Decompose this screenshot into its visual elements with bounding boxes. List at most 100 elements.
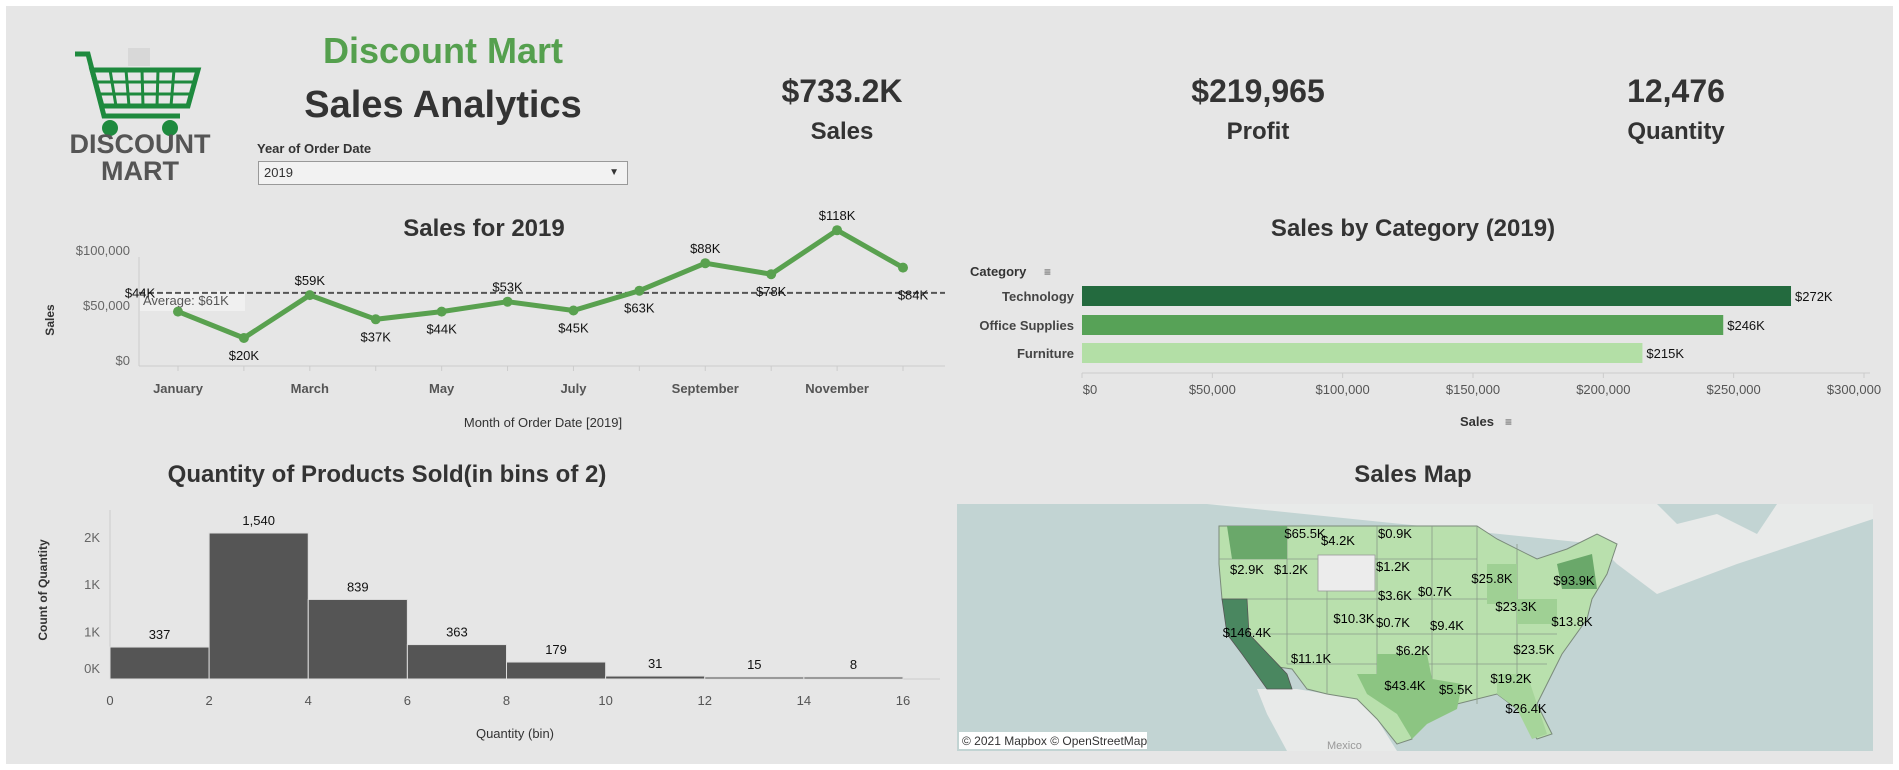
- category-bar-chart[interactable]: Category ≡ Technology $272K Office Supplie…: [970, 264, 1881, 429]
- histogram-data-label: 15: [747, 657, 761, 672]
- x-tick-label: 12: [698, 693, 712, 708]
- state-sales-label: $5.5K: [1439, 682, 1473, 697]
- sales-line-chart[interactable]: Sales Month of Order Date [2019] $0 $50,0…: [43, 208, 945, 430]
- histogram-data-label: 839: [347, 579, 369, 594]
- y-tick-label: $0: [116, 353, 130, 368]
- y-tick-label: $50,000: [83, 298, 130, 313]
- state-sales-label: $93.9K: [1553, 573, 1595, 588]
- state-florida[interactable]: [1497, 674, 1547, 739]
- line-data-label: $88K: [690, 241, 721, 256]
- category-label: Office Supplies: [979, 318, 1074, 333]
- line-data-label: $45K: [558, 321, 589, 336]
- sales-map[interactable]: Mexico $65.5K$4.2K $0.9K $2.9K $1.2K $1.2K $2…: [957, 504, 1873, 752]
- shopping-cart-logo-icon: [75, 48, 202, 136]
- line-chart-title: Sales for 2019: [403, 215, 565, 242]
- line-point[interactable]: [568, 305, 579, 316]
- histogram-bar[interactable]: [605, 675, 706, 680]
- bar-data-label: $246K: [1727, 318, 1765, 333]
- state-sales-label: $2.9K: [1230, 562, 1264, 577]
- line-data-label: $20K: [229, 348, 260, 363]
- state-michigan[interactable]: [1487, 564, 1517, 604]
- histogram-data-label: 31: [648, 656, 662, 671]
- x-tick-label: 8: [503, 693, 510, 708]
- category-bar[interactable]: [1082, 343, 1643, 363]
- line-data-label: $37K: [361, 329, 392, 344]
- state-sales-label: $43.4K: [1384, 678, 1426, 693]
- line-point[interactable]: [370, 314, 381, 325]
- state-sales-label: $4.2K: [1321, 533, 1355, 548]
- brand-title: Discount Mart: [322, 30, 564, 71]
- histogram-bar[interactable]: [704, 676, 805, 680]
- state-new-york[interactable]: [1557, 554, 1597, 589]
- x-tick-label: 4: [305, 693, 312, 708]
- x-tick-label: 2: [206, 693, 213, 708]
- line-point[interactable]: [634, 285, 645, 296]
- line-point[interactable]: [700, 258, 711, 269]
- state-sales-label: $65.5K: [1284, 526, 1326, 541]
- x-tick-label: 0: [106, 693, 113, 708]
- map-title: Sales Map: [1354, 461, 1472, 488]
- state-sales-label: $25.8K: [1471, 571, 1513, 586]
- category-bar[interactable]: [1082, 315, 1724, 335]
- y-tick-label: 1K: [84, 625, 100, 640]
- y-tick-label: 0K: [84, 661, 100, 676]
- histogram-y-axis-label: Count of Quantity: [36, 539, 50, 641]
- state-wyoming[interactable]: [1317, 554, 1376, 592]
- x-tick-label: January: [153, 381, 204, 396]
- histogram-bar[interactable]: [307, 598, 408, 680]
- histogram-bar[interactable]: [506, 661, 607, 680]
- category-header: Category: [970, 264, 1027, 279]
- line-point[interactable]: [436, 306, 447, 317]
- histogram-bar[interactable]: [109, 646, 210, 680]
- year-filter-label: Year of Order Date: [257, 141, 372, 156]
- state-sales-label: $0.7K: [1376, 615, 1410, 630]
- y-tick-label: $100,000: [76, 243, 130, 258]
- line-point[interactable]: [766, 269, 777, 280]
- state-washington[interactable]: [1227, 526, 1287, 559]
- x-tick-label: May: [429, 381, 455, 396]
- map-attribution-bg: [959, 732, 1147, 749]
- x-tick-label: 16: [896, 693, 910, 708]
- logo-text-line1: DISCOUNT: [69, 129, 211, 159]
- x-tick-label: $0: [1083, 382, 1097, 397]
- state-ohio[interactable]: [1517, 599, 1557, 624]
- state-sales-label: $19.2K: [1490, 671, 1532, 686]
- state-texas[interactable]: [1357, 654, 1462, 739]
- map-attribution[interactable]: © 2021 Mapbox © OpenStreetMap: [962, 734, 1147, 748]
- sort-icon[interactable]: ≡: [1044, 265, 1051, 279]
- line-point[interactable]: [238, 333, 249, 343]
- state-california[interactable]: [1221, 598, 1293, 690]
- x-tick-label: July: [560, 381, 587, 396]
- histogram-bar[interactable]: [406, 644, 507, 680]
- logo-text-line2: MART: [101, 156, 179, 186]
- line-point[interactable]: [898, 262, 908, 273]
- line-point[interactable]: [173, 306, 183, 317]
- average-label-bg: [140, 291, 245, 311]
- category-bar[interactable]: [1082, 286, 1792, 306]
- page-title: Sales Analytics: [304, 84, 582, 126]
- line-data-label: $59K: [295, 273, 326, 288]
- year-filter-dropdown[interactable]: 2019 ▼: [258, 161, 628, 185]
- state-sales-label: $9.4K: [1430, 618, 1464, 633]
- x-tick-label: $150,000: [1446, 382, 1500, 397]
- histogram-bar[interactable]: [208, 532, 309, 680]
- x-tick-label: March: [291, 381, 329, 396]
- sort-icon[interactable]: ≡: [1505, 415, 1512, 429]
- x-tick-label: $100,000: [1316, 382, 1370, 397]
- bar-x-axis-label: Sales: [1460, 414, 1494, 429]
- x-tick-label: $50,000: [1189, 382, 1236, 397]
- kpi-sales-value: $733.2K: [781, 73, 903, 109]
- line-point[interactable]: [304, 290, 315, 301]
- line-point[interactable]: [832, 225, 843, 236]
- category-label: Technology: [1002, 289, 1075, 304]
- y-tick-label: 1K: [84, 577, 100, 592]
- quantity-histogram[interactable]: Count of Quantity Quantity (bin) 0K 1K 1K 2…: [36, 510, 940, 741]
- histogram-bar[interactable]: [803, 676, 904, 680]
- state-sales-label: $1.2K: [1376, 559, 1410, 574]
- y-tick-label: 2K: [84, 530, 100, 545]
- state-sales-label: $6.2K: [1396, 643, 1430, 658]
- line-data-label: $53K: [492, 280, 523, 295]
- line-point[interactable]: [502, 296, 513, 307]
- kpi-profit-label: Profit: [1226, 118, 1290, 145]
